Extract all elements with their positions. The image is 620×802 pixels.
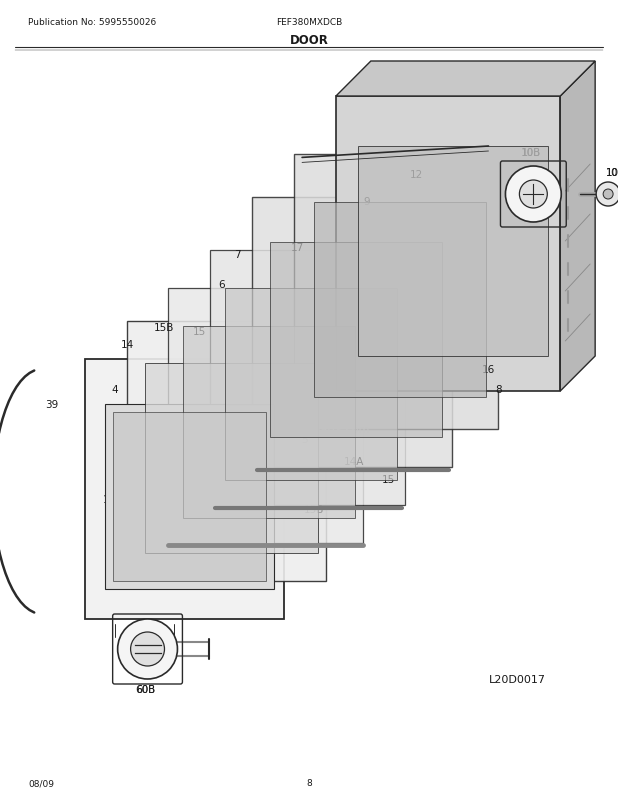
Text: 10: 10 xyxy=(606,168,619,178)
Polygon shape xyxy=(270,243,441,437)
Text: Publication No: 5995550026: Publication No: 5995550026 xyxy=(28,18,156,27)
Text: FEF380MXDCB: FEF380MXDCB xyxy=(276,18,342,27)
Polygon shape xyxy=(294,155,498,429)
Polygon shape xyxy=(105,404,274,589)
Text: R: R xyxy=(277,424,285,435)
Text: 60B: 60B xyxy=(135,684,156,695)
Text: 39: 39 xyxy=(45,399,58,410)
Polygon shape xyxy=(85,359,284,619)
Text: 9: 9 xyxy=(363,196,370,207)
Text: 14: 14 xyxy=(121,339,135,350)
Text: 15: 15 xyxy=(193,326,206,337)
Text: 12: 12 xyxy=(410,170,423,180)
Text: 7: 7 xyxy=(234,249,241,260)
Text: 8: 8 xyxy=(495,384,502,395)
Text: 6: 6 xyxy=(218,280,224,290)
Text: eplacementParts.com: eplacementParts.com xyxy=(249,424,370,435)
Polygon shape xyxy=(336,97,560,391)
Text: 10: 10 xyxy=(606,168,618,178)
Circle shape xyxy=(505,167,561,223)
Text: 15B: 15B xyxy=(304,504,324,514)
Polygon shape xyxy=(126,322,326,581)
Text: 60B: 60B xyxy=(136,684,155,695)
Polygon shape xyxy=(210,251,405,505)
Circle shape xyxy=(118,619,177,679)
Text: 8: 8 xyxy=(306,779,312,788)
Polygon shape xyxy=(113,412,266,581)
Text: 5: 5 xyxy=(301,435,308,444)
Text: 13: 13 xyxy=(103,494,117,504)
Text: L20D0017: L20D0017 xyxy=(489,674,546,684)
Text: DOOR: DOOR xyxy=(290,34,329,47)
Circle shape xyxy=(131,632,164,666)
Text: 08/09: 08/09 xyxy=(28,779,54,788)
Text: 4: 4 xyxy=(112,384,118,395)
Text: 15: 15 xyxy=(382,475,396,484)
Polygon shape xyxy=(252,198,451,468)
Circle shape xyxy=(603,190,613,200)
Text: 15B: 15B xyxy=(154,322,175,333)
Text: 10B: 10B xyxy=(521,148,541,158)
Polygon shape xyxy=(560,62,595,391)
Polygon shape xyxy=(336,62,595,97)
Text: 10B: 10B xyxy=(522,148,541,158)
Circle shape xyxy=(596,183,620,207)
Polygon shape xyxy=(169,289,363,543)
Polygon shape xyxy=(225,289,397,480)
Polygon shape xyxy=(314,203,487,398)
Text: 14A: 14A xyxy=(343,456,364,467)
Polygon shape xyxy=(358,147,548,357)
Polygon shape xyxy=(144,363,318,553)
Circle shape xyxy=(520,180,547,209)
Text: 16: 16 xyxy=(482,365,495,375)
Polygon shape xyxy=(184,326,355,518)
Text: 17: 17 xyxy=(290,243,304,253)
